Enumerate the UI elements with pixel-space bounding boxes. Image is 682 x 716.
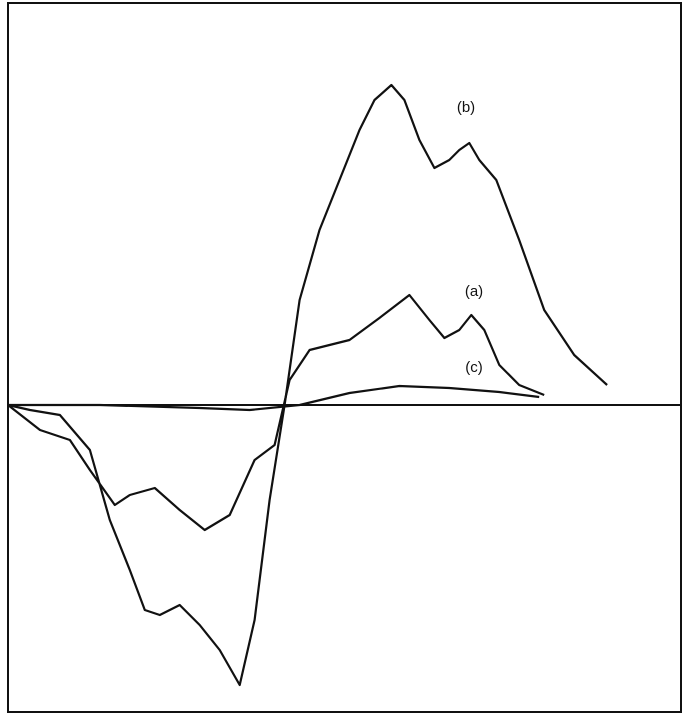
series-label: (b) (457, 99, 475, 116)
series-label: (c) (465, 359, 483, 376)
series-line (7, 293, 545, 532)
series-line (7, 83, 608, 687)
series-line (8, 384, 540, 412)
frame (7, 2, 682, 713)
series-label: (a) (465, 283, 483, 300)
